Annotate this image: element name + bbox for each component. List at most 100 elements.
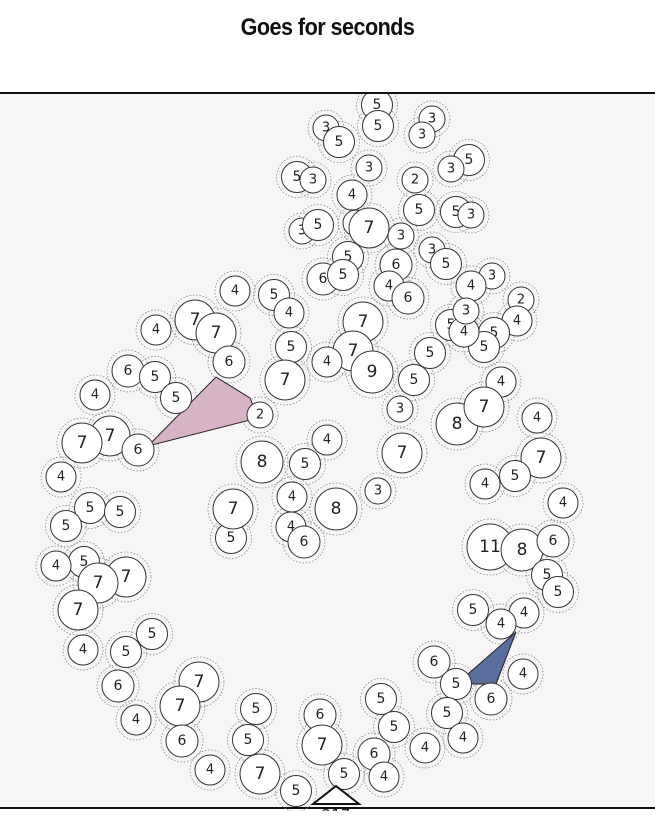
bubble-label: 7 (397, 443, 408, 463)
node-halo (360, 678, 402, 720)
bubble-label: 3 (418, 128, 426, 143)
bubble-label: 3 (298, 224, 306, 239)
bubble-label: 6 (134, 442, 143, 458)
bubble-circle (457, 594, 489, 626)
bubble-label: 7 (121, 567, 132, 587)
bubble-label: 4 (380, 770, 388, 785)
bubble-circle (301, 724, 343, 766)
bubble-node: 4 (194, 754, 226, 786)
bubble-label: 5 (410, 372, 419, 388)
bubble-label: 4 (132, 713, 140, 728)
node-halo (214, 270, 256, 312)
node-halo (271, 476, 313, 518)
bubble-label: 5 (339, 267, 348, 283)
bubble-node: 4 (219, 275, 251, 307)
bubble-circle (452, 297, 480, 325)
node-halo (469, 677, 513, 721)
node-halo (115, 699, 157, 741)
bubble-label: 6 (300, 534, 309, 550)
bubble-label: 3 (428, 112, 436, 127)
bubble-circle (140, 314, 172, 346)
node-halo (52, 584, 104, 636)
bubble-node: 5 (104, 496, 136, 528)
node-halo (396, 161, 434, 199)
node-halo (253, 274, 295, 316)
bubble-node: 5 (240, 693, 272, 725)
bubble-circle (160, 382, 192, 414)
bubble-label: 7 (228, 499, 239, 519)
bubble-circle (520, 437, 562, 479)
bubble-circle (240, 693, 272, 725)
bubble-circle (355, 154, 383, 182)
bubble-circle (521, 402, 553, 434)
bubble-label: 6 (404, 290, 413, 306)
node-halo (503, 592, 545, 634)
node-halo (542, 482, 584, 524)
bubble-label: 6 (319, 271, 328, 287)
bubble-label: 4 (459, 731, 467, 746)
bubble-circle (507, 658, 539, 690)
bubble-circle (240, 440, 284, 484)
bubble-node: 7 (381, 432, 423, 474)
node-halo (62, 629, 104, 671)
bubble-label: 6 (316, 707, 325, 723)
node-halo (327, 236, 369, 278)
bubble-circle (121, 433, 155, 467)
bubble-node: 5 (74, 492, 106, 524)
bubble-label: 3 (365, 161, 373, 176)
bubble-node: 8 (314, 487, 358, 531)
bubble-label: 8 (452, 414, 463, 434)
bubble-node: 7 (301, 724, 343, 766)
node-halo (173, 656, 225, 708)
bubble-circle (50, 510, 82, 542)
bubble-node: 3 (364, 477, 392, 505)
bubble-label: 4 (323, 433, 331, 448)
bubble-node: 4 (507, 658, 539, 690)
bubble-circle (67, 634, 99, 666)
bubble-node: 3 (386, 395, 414, 423)
node-halo (116, 428, 160, 472)
bubble-node: 4 (311, 346, 343, 378)
bubble-circle (362, 110, 394, 142)
node-halo (452, 589, 494, 631)
bubble-label: 5 (443, 705, 452, 721)
bubble-label: 5 (465, 152, 474, 168)
bubble-node: 11 (466, 523, 514, 571)
bubble-circle (408, 121, 436, 149)
bubble-label: 5 (390, 719, 399, 735)
bubble-label: 7 (348, 341, 359, 361)
bubble-node: 4 (79, 379, 111, 411)
bubble-label: 5 (252, 701, 261, 717)
bubble-label: 5 (148, 626, 157, 642)
bubble-circle (110, 636, 142, 668)
node-halo (502, 281, 540, 319)
bubble-node: 6 (165, 724, 199, 758)
bubble-node: 4 (521, 402, 553, 434)
bubble-label: 7 (73, 600, 84, 620)
bubble-circle (165, 724, 199, 758)
bubble-label: 5 (490, 325, 499, 341)
node-halo (337, 296, 389, 348)
node-halo (154, 680, 206, 732)
bubble-label: 6 (487, 691, 496, 707)
bubble-node: 6 (536, 524, 570, 558)
bubble-label: 5 (335, 134, 344, 150)
bubble-node: 4 (67, 634, 99, 666)
bubble-label: 4 (206, 763, 214, 778)
bubble-circle (79, 379, 111, 411)
bubble-label: 8 (257, 452, 268, 472)
bubble-node: 7 (348, 207, 390, 249)
bubble-circle (336, 179, 368, 211)
total-label: 217 (322, 806, 351, 811)
bubble-circle (212, 345, 246, 379)
bubble-label: 5 (116, 504, 125, 520)
node-halo (350, 149, 388, 187)
bubble-node: 5 (50, 510, 82, 542)
bubble-circle (57, 589, 99, 631)
bubble-label: 5 (122, 644, 131, 660)
bubble-label: 4 (460, 325, 468, 340)
bubble-label: 3 (397, 229, 405, 244)
bubble-label: 4 (348, 188, 356, 203)
node-halo (327, 325, 379, 377)
bubble-node: 5 (414, 337, 446, 369)
